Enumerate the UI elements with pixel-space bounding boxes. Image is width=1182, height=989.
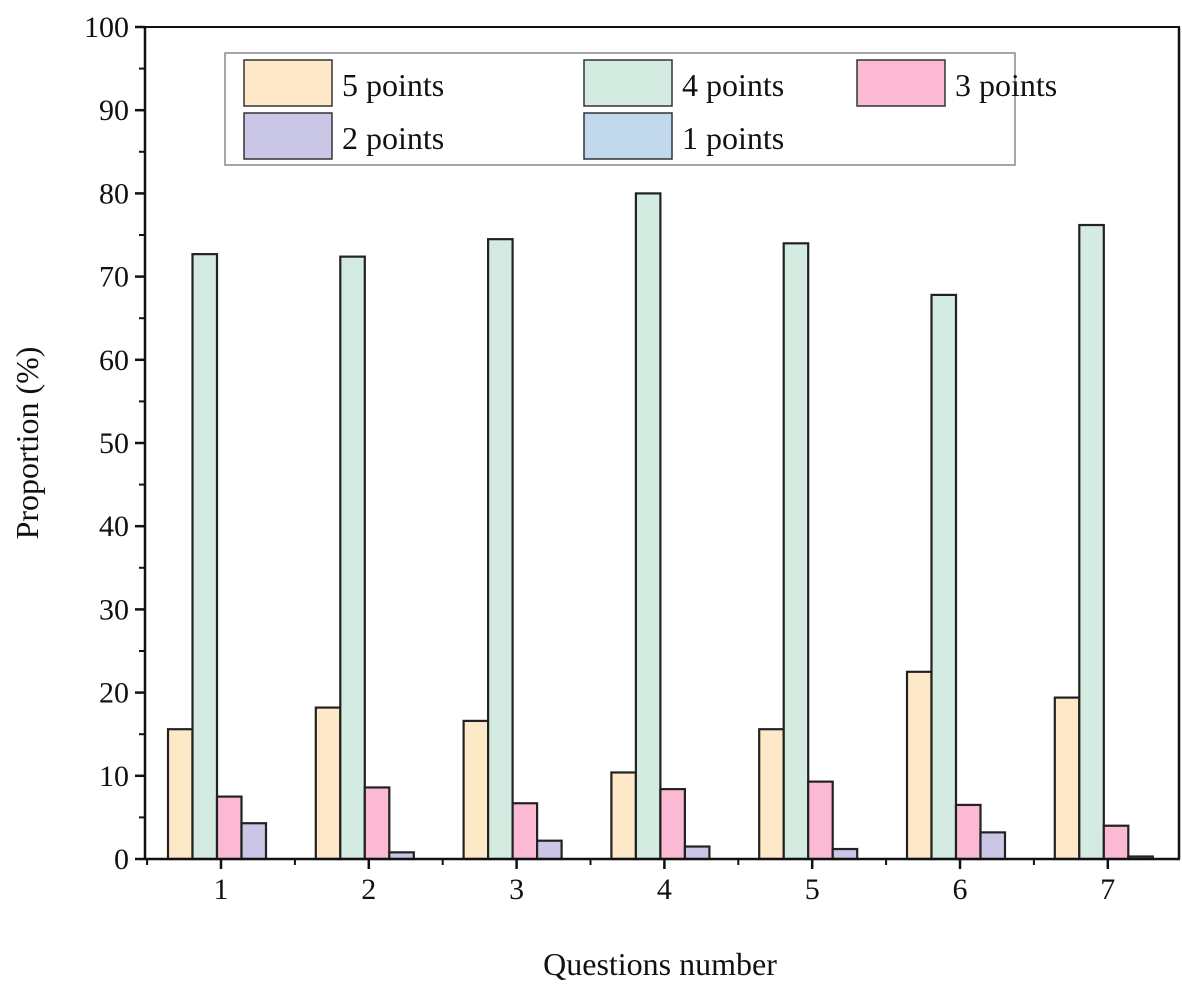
y-tick-label: 30 [99,593,129,626]
bar-2-points-q3 [535,839,563,861]
bar-4-points-q1 [191,253,219,861]
legend-label: 2 points [342,120,444,156]
legend-label: 4 points [682,67,784,103]
bar-4-points-q7 [1078,223,1105,861]
bar-3-points-q3 [511,802,539,861]
x-tick-label: 7 [1100,873,1115,906]
bar-5-points-q2 [314,706,342,861]
y-tick-label: 60 [99,344,129,377]
bar-5-points-q3 [462,719,490,861]
legend-swatch [243,59,333,107]
bar-4-points-q2 [339,255,366,861]
y-tick-label: 0 [114,843,129,876]
bar-4-points-q6 [930,293,958,861]
bar-3-points-q2 [363,786,391,861]
bar-5-points-q6 [905,670,933,861]
x-tick-label: 6 [953,873,968,906]
legend-label: 5 points [342,67,444,103]
x-tick-label: 4 [657,873,672,906]
x-tick-label: 5 [805,873,820,906]
bar-5-points-q5 [758,728,785,861]
bar-3-points-q7 [1102,824,1130,861]
legend-swatch [243,112,333,160]
bar-3-points-q5 [807,780,834,861]
bar-5-points-q7 [1053,696,1081,861]
bar-3-points-q4 [659,788,687,861]
bar-2-points-q5 [831,847,859,861]
y-tick-label: 100 [84,11,129,44]
x-axis-title: Questions number [543,946,777,982]
bar-4-points-q3 [487,238,514,861]
bar-2-points-q4 [683,845,711,861]
bar-2-points-q6 [979,831,1007,861]
y-tick-label: 40 [99,510,129,543]
bar-3-points-q1 [215,795,243,861]
x-tick-label: 2 [361,873,376,906]
y-tick-label: 10 [99,760,129,793]
legend: 5 points 4 points 3 points 2 points 1 points [224,52,1057,166]
y-tick-label: 50 [99,427,129,460]
bar-4-points-q4 [634,192,662,861]
y-tick-label: 70 [99,261,129,294]
y-tick-label: 80 [99,177,129,210]
legend-swatch [856,59,946,107]
y-tick-label: 20 [99,677,129,710]
legend-swatch [583,59,673,107]
bars-group [166,192,1154,861]
legend-swatch [583,112,673,160]
bar-5-points-q1 [166,728,194,861]
bar-5-points-q4 [610,771,638,861]
bar-4-points-q5 [782,242,810,861]
y-tick-label: 90 [99,94,129,127]
legend-label: 1 points [682,120,784,156]
x-tick-label: 3 [509,873,524,906]
bar-2-points-q1 [240,822,268,861]
bar-3-points-q6 [954,803,982,861]
x-tick-label: 1 [214,873,229,906]
y-axis-title: Proportion (%) [9,347,45,540]
legend-label: 3 points [955,67,1057,103]
